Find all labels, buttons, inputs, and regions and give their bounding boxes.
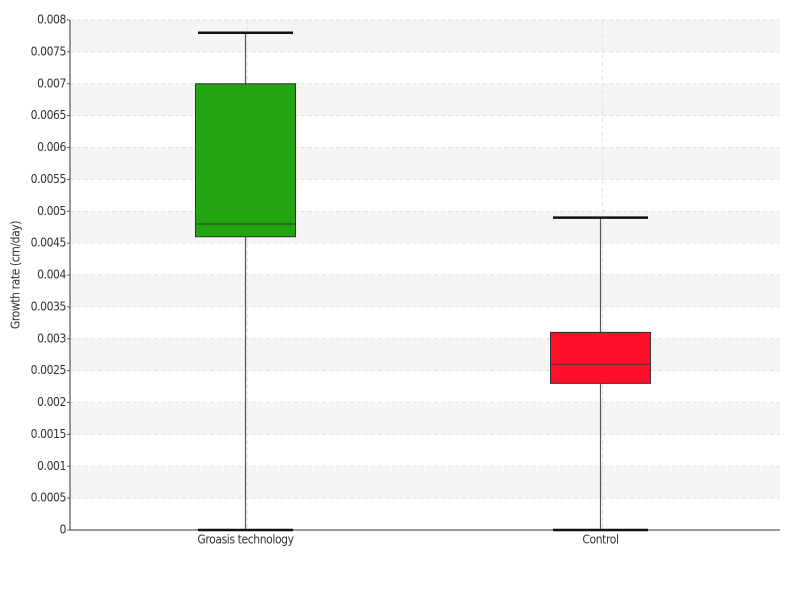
x-tick-label: Control [582, 533, 618, 547]
grid-band [70, 83, 780, 116]
y-tick-label: 0.006 [37, 140, 66, 154]
box [550, 331, 651, 384]
y-tick-label: 0.0055 [31, 172, 66, 186]
y-tick-label: 0.002 [37, 395, 66, 409]
y-axis-label: Growth rate (cm/day) [9, 221, 23, 329]
grid-band [70, 20, 780, 52]
y-tick-label: 0.0035 [31, 299, 66, 313]
grid-band [70, 211, 780, 244]
y-tick-label: 0.005 [37, 204, 66, 218]
y-tick-label: 0.0045 [31, 236, 66, 250]
y-tick-label: 0.0065 [31, 108, 66, 122]
grid-band [70, 466, 780, 499]
y-tick-label: 0.0015 [31, 427, 66, 441]
y-tick-label: 0.0075 [31, 44, 66, 58]
y-tick-label: 0.003 [37, 331, 66, 345]
grid-band [70, 147, 780, 180]
y-tick-label: 0.0025 [31, 363, 66, 377]
y-tick-label: 0.007 [37, 76, 66, 90]
grid-band [70, 338, 780, 371]
y-tick-label: 0.008 [37, 13, 66, 27]
grid-band [70, 402, 780, 435]
x-tick-label: Groasis technology [197, 533, 294, 547]
y-tick-label: 0.0005 [31, 491, 66, 505]
y-tick-label: 0.001 [37, 459, 66, 473]
grid-band [70, 275, 780, 307]
y-tick-label: 0.004 [37, 268, 66, 282]
box [195, 83, 296, 238]
y-tick-label: 0 [60, 523, 67, 537]
